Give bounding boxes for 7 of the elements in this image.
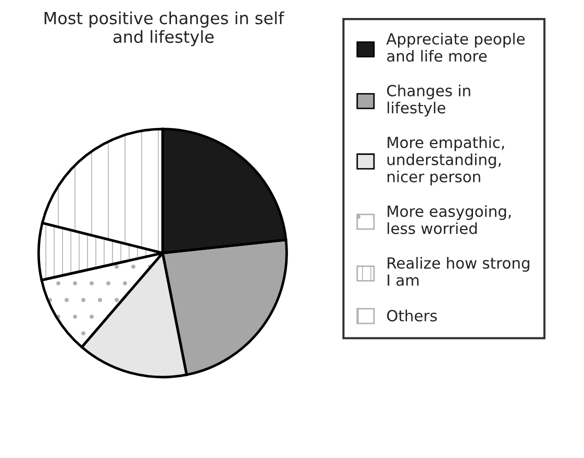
legend-label: Changes in lifestyle [387,84,470,116]
legend-label: More easygoing, less worried [388,205,511,234]
legend-label: Others [387,310,437,322]
legend-label: More empathic, understanding, nicer person [388,136,504,186]
legend-label: Appreciate people and life more [386,32,525,62]
legend-label: Realize how strong I am [388,256,530,286]
chart-title: Most positive changes in self and lifestyle [44,11,284,46]
